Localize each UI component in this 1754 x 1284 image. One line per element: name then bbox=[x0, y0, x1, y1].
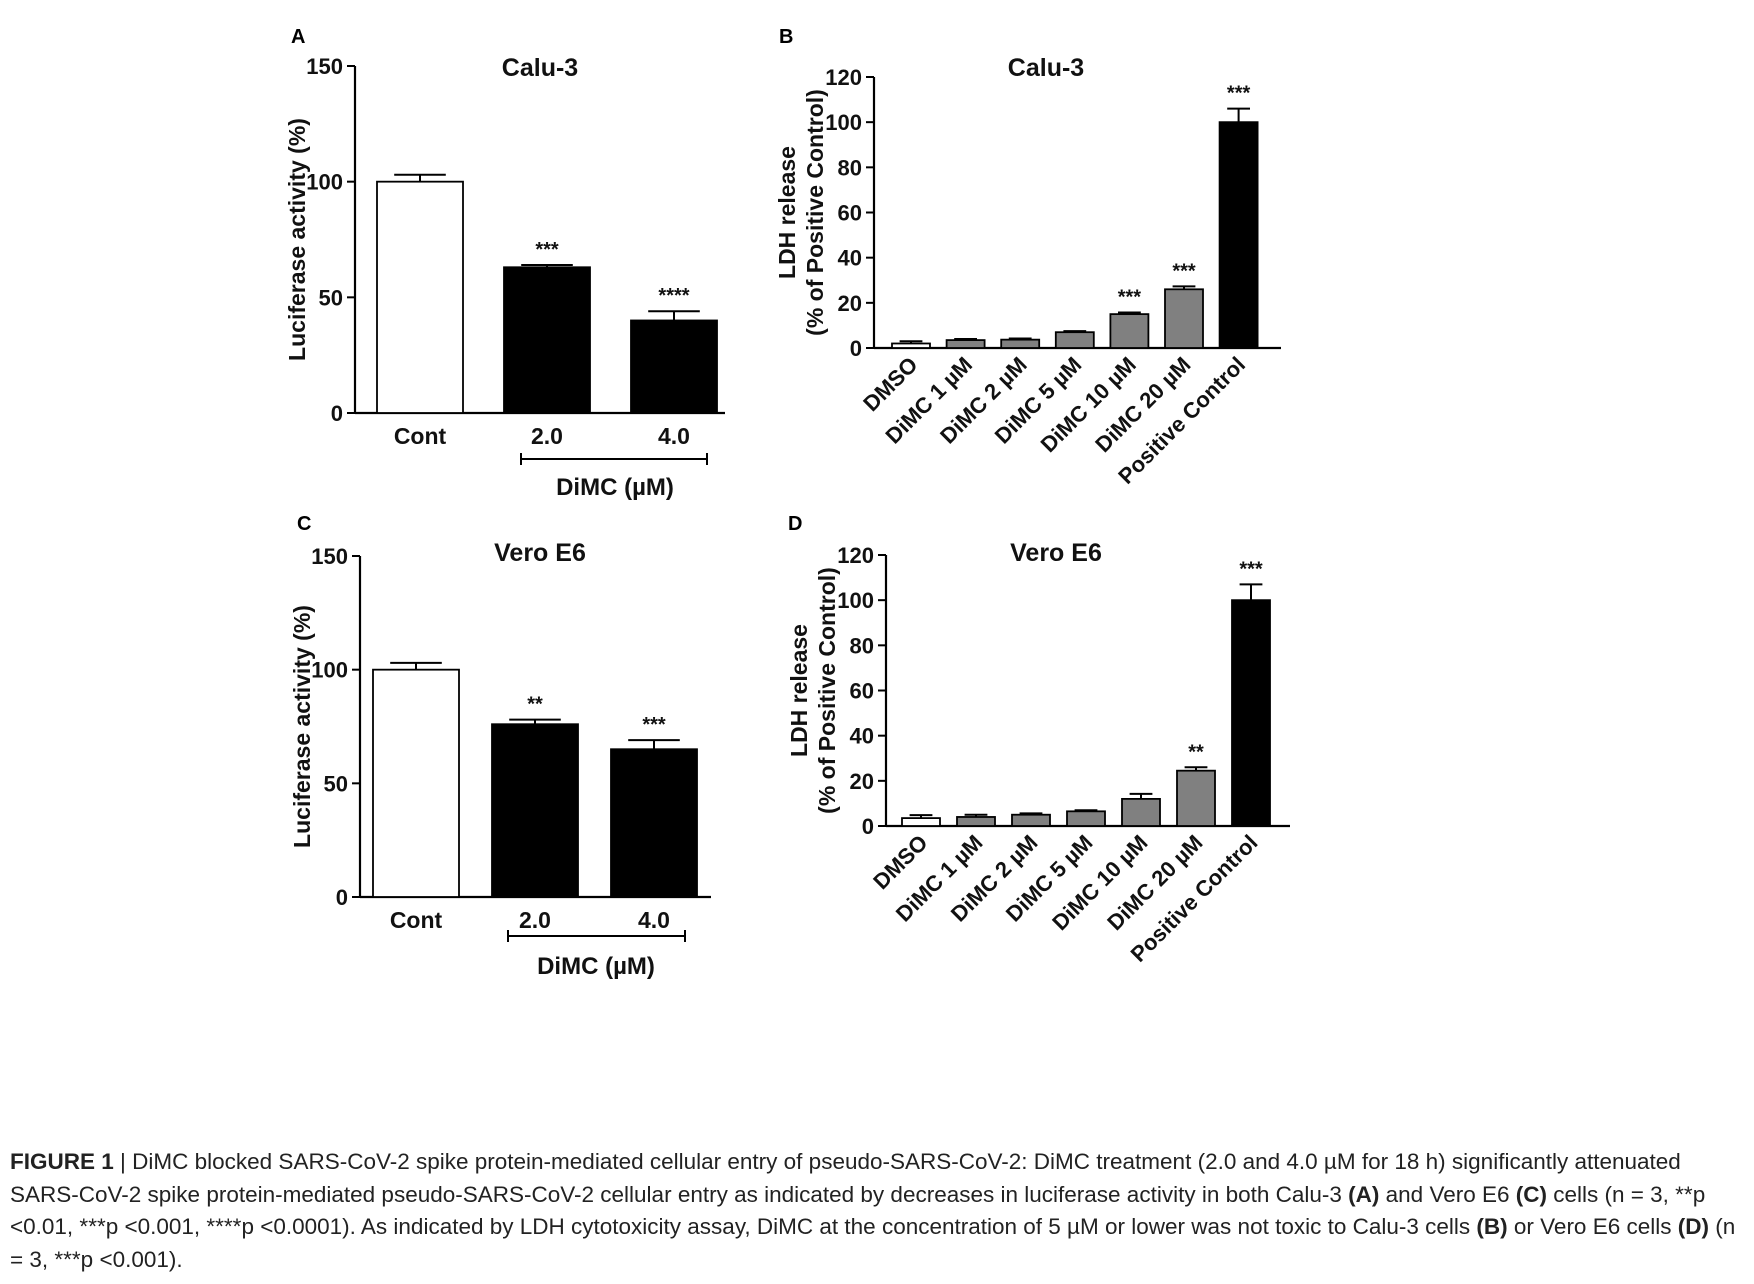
y-tick-label: 50 bbox=[324, 771, 348, 796]
chart-title: Calu-3 bbox=[1008, 54, 1084, 82]
bar bbox=[1054, 331, 1095, 349]
bar bbox=[630, 319, 718, 414]
x-tick-label: 2.0 bbox=[519, 907, 551, 933]
bar bbox=[372, 668, 460, 898]
caption-panel-ref: (A) bbox=[1348, 1181, 1380, 1207]
caption-text: cells (n = 3, **p <0.01, ***p <0.001, **… bbox=[10, 1181, 1706, 1240]
y-tick-label: 60 bbox=[850, 679, 874, 704]
panel-label: C bbox=[297, 513, 311, 535]
y-tick-label: 0 bbox=[331, 401, 343, 426]
bar bbox=[610, 748, 698, 898]
chart-title: Calu-3 bbox=[502, 54, 578, 82]
y-tick-label: 40 bbox=[850, 724, 874, 749]
bar bbox=[503, 266, 591, 414]
bar bbox=[1218, 121, 1259, 349]
caption-separator: | bbox=[113, 1149, 133, 1174]
group-label: DiMC (µM) bbox=[537, 953, 655, 980]
bar bbox=[1176, 769, 1216, 827]
y-tick-label: 0 bbox=[850, 336, 862, 361]
bar bbox=[891, 342, 931, 349]
bar bbox=[1011, 813, 1051, 827]
y-tick-label: 20 bbox=[850, 769, 874, 794]
caption-text: DiMC blocked SARS-CoV-2 spike protein-me… bbox=[10, 1149, 1681, 1207]
y-tick-label: 0 bbox=[862, 814, 874, 839]
y-tick-label: 120 bbox=[825, 65, 862, 90]
y-tick-label: 100 bbox=[837, 588, 874, 613]
y-tick-label: 120 bbox=[837, 543, 874, 568]
y-tick-label: 40 bbox=[838, 246, 862, 271]
caption-label: FIGURE 1 bbox=[10, 1149, 114, 1174]
y-tick-label: 60 bbox=[838, 201, 862, 226]
significance-label: **** bbox=[658, 285, 689, 307]
x-tick-label: Cont bbox=[394, 423, 447, 449]
y-tick-label: 150 bbox=[306, 54, 343, 79]
significance-label: *** bbox=[1239, 558, 1263, 580]
chart-title: Vero E6 bbox=[1010, 539, 1102, 567]
y-tick-label: 50 bbox=[319, 285, 343, 310]
y-axis-title: LDH release bbox=[774, 146, 800, 279]
y-tick-label: 80 bbox=[838, 155, 862, 180]
significance-label: *** bbox=[642, 714, 666, 736]
caption-panel-ref: (D) bbox=[1677, 1214, 1709, 1239]
x-tick-label: Cont bbox=[390, 907, 443, 933]
bar bbox=[1000, 338, 1041, 349]
x-tick-label: 4.0 bbox=[658, 423, 690, 449]
significance-label: *** bbox=[1118, 287, 1142, 309]
y-axis-title: (% of Positive Control) bbox=[814, 567, 840, 814]
bar bbox=[945, 339, 986, 349]
y-axis-title: LDH release bbox=[786, 624, 812, 757]
significance-label: *** bbox=[1172, 260, 1196, 282]
bar bbox=[1231, 599, 1271, 827]
y-tick-label: 100 bbox=[311, 658, 348, 683]
y-tick-label: 0 bbox=[336, 885, 348, 910]
x-tick-label: 2.0 bbox=[531, 423, 563, 449]
group-label: DiMC (µM) bbox=[556, 474, 674, 501]
bar bbox=[376, 180, 464, 414]
y-axis-title: Luciferase activity (%) bbox=[284, 118, 310, 361]
caption-panel-ref: (B) bbox=[1476, 1214, 1508, 1239]
bar bbox=[491, 723, 579, 898]
bar bbox=[1164, 288, 1204, 349]
bar bbox=[1066, 810, 1106, 827]
figure: A Calu-3 0 50 100 150 Luciferase activity (%) C… bbox=[284, 26, 1290, 980]
significance-label: *** bbox=[1227, 83, 1251, 105]
caption-body: DiMC blocked SARS-CoV-2 spike protein-me… bbox=[10, 1149, 1735, 1272]
bar bbox=[901, 817, 941, 827]
x-tick-label: 4.0 bbox=[638, 907, 670, 933]
y-tick-label: 20 bbox=[838, 291, 862, 316]
bar bbox=[1109, 313, 1150, 349]
bar bbox=[1121, 798, 1161, 827]
significance-label: *** bbox=[535, 239, 559, 261]
y-tick-label: 150 bbox=[311, 544, 348, 569]
y-axis-title: Luciferase activity (%) bbox=[289, 605, 315, 848]
bar bbox=[956, 816, 996, 827]
caption-text: (n = 3, ***p <0.001). bbox=[10, 1214, 1736, 1272]
chart-title: Vero E6 bbox=[494, 539, 586, 567]
panel-label: A bbox=[291, 26, 305, 48]
caption-panel-ref: (C) bbox=[1515, 1181, 1547, 1207]
significance-label: ** bbox=[1188, 741, 1204, 763]
panel-label: B bbox=[779, 26, 793, 48]
y-tick-label: 80 bbox=[850, 633, 874, 658]
y-tick-label: 100 bbox=[825, 110, 862, 135]
significance-label: ** bbox=[527, 694, 543, 716]
y-axis-title: (% of Positive Control) bbox=[802, 89, 828, 336]
panel-label: D bbox=[788, 513, 802, 535]
caption-text: and Vero E6 bbox=[1379, 1181, 1516, 1207]
figure-caption: FIGURE 1 | DiMC blocked SARS-CoV-2 spike… bbox=[10, 1146, 1744, 1276]
caption-text: or Vero E6 cells bbox=[1507, 1214, 1678, 1239]
y-tick-label: 100 bbox=[306, 170, 343, 195]
